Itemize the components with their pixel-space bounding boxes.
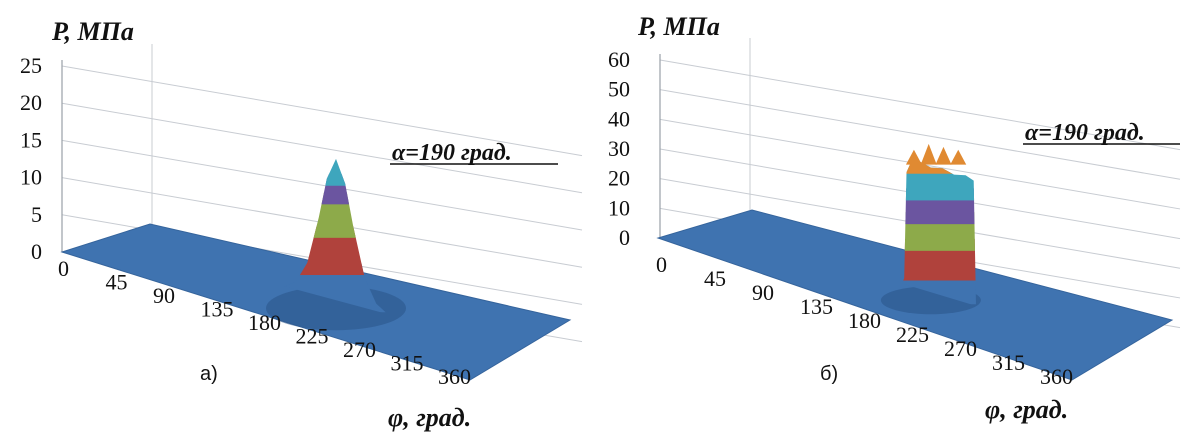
z-tick-label: 0 <box>619 225 630 250</box>
gridline <box>61 65 583 157</box>
panel-label: а) <box>200 363 218 385</box>
z-tick-label: 50 <box>608 77 630 102</box>
z-tick-label: 0 <box>31 239 42 264</box>
z-tick-label: 10 <box>608 195 630 220</box>
x-tick-label: 0 <box>58 256 69 281</box>
z-tick-label: 5 <box>31 202 42 227</box>
z-tick-label: 40 <box>608 106 630 131</box>
gridline <box>61 102 583 194</box>
x-tick-label: 270 <box>343 337 376 362</box>
chart-panel-2: 0 10 20 30 40 50 60 0 45 90 135 180 225 270 315 360 P, М… <box>608 12 1181 424</box>
x-tick-label: 135 <box>201 297 234 322</box>
x-tick-label: 0 <box>656 252 667 277</box>
x-tick-label: 225 <box>896 322 929 347</box>
z-tick-label: 30 <box>608 136 630 161</box>
spike <box>950 149 967 165</box>
z-axis-title: P, МПа <box>51 17 134 46</box>
x-tick-label: 180 <box>848 308 881 333</box>
z-tick-label: 10 <box>20 165 42 190</box>
x-tick-label: 225 <box>296 324 329 349</box>
annotation: α=190 град. <box>1025 120 1145 146</box>
x-tick-label: 90 <box>752 280 774 305</box>
x-tick-label: 315 <box>992 350 1025 375</box>
x-axis-title: φ, град. <box>985 395 1068 424</box>
spike <box>905 149 922 165</box>
x-tick-label: 360 <box>438 364 471 389</box>
panel-label: б) <box>820 363 838 385</box>
x-tick-label: 315 <box>391 351 424 376</box>
color-band <box>901 161 977 174</box>
z-tick-label: 15 <box>20 127 42 152</box>
z-tick-label: 60 <box>608 47 630 72</box>
spike <box>920 143 937 165</box>
z-tick-label: 20 <box>608 166 630 191</box>
x-tick-label: 270 <box>944 336 977 361</box>
gridline <box>61 139 583 231</box>
spike <box>935 146 952 165</box>
x-tick-label: 180 <box>248 310 281 335</box>
x-tick-label: 45 <box>704 266 726 291</box>
z-tick-label: 20 <box>20 90 42 115</box>
z-tick-label: 25 <box>20 53 42 78</box>
x-axis-title: φ, град. <box>388 403 471 432</box>
x-tick-label: 45 <box>106 270 128 295</box>
gridline <box>659 59 1181 151</box>
x-tick-label: 360 <box>1040 364 1073 389</box>
chart-panel-1: 0 5 10 15 20 25 0 45 90 135 180 225 270 315 360 P, МПа α… <box>20 17 583 432</box>
z-axis-title: P, МПа <box>637 12 720 41</box>
annotation: α=190 град. <box>392 140 512 166</box>
x-tick-label: 90 <box>153 283 175 308</box>
x-tick-label: 135 <box>800 294 833 319</box>
gridline <box>659 89 1181 180</box>
